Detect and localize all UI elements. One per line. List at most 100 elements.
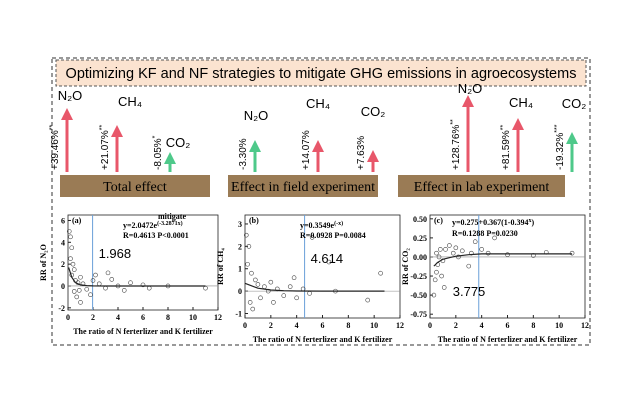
data-point xyxy=(307,291,312,296)
x-tick-label: 10 xyxy=(189,313,197,322)
data-point xyxy=(271,300,276,305)
data-point xyxy=(431,292,437,298)
gas-name: CH₄ xyxy=(509,95,533,110)
y-tick-label: 4 xyxy=(61,238,65,247)
data-point xyxy=(203,285,208,291)
effect-value: +128.76% xyxy=(451,125,462,170)
equation: y=0.275+0.367(1-0.394x) xyxy=(452,218,534,227)
gas-name: N₂O xyxy=(244,108,269,123)
x-tick-label: 2 xyxy=(454,321,458,330)
data-point xyxy=(90,278,96,283)
data-point xyxy=(450,250,456,256)
effect-value: -8.05% xyxy=(153,138,164,170)
x-axis-label: The ratio of N ferterlizer and K fertili… xyxy=(438,335,578,344)
effect-label: +128.76%** xyxy=(450,119,462,170)
data-point xyxy=(128,280,133,286)
equation-end: ) xyxy=(531,218,534,227)
x-tick-label: 10 xyxy=(555,321,563,330)
significance: ** xyxy=(49,125,56,131)
effect-label: +21.07%** xyxy=(99,125,111,170)
fit-curve xyxy=(244,282,385,292)
data-point xyxy=(447,243,452,248)
effect-value: +7.63% xyxy=(356,136,367,170)
effect-label: +14.07% xyxy=(301,130,312,170)
data-point xyxy=(466,263,472,269)
y-tick-label: -0.75 xyxy=(410,310,427,319)
x-tick-label: 10 xyxy=(370,321,378,330)
data-point xyxy=(439,273,444,279)
fit-stats: R=0.0928 P=0.0084 xyxy=(300,231,366,240)
x-tick-label: 0 xyxy=(243,321,247,330)
soil-band xyxy=(398,175,565,197)
data-point xyxy=(479,247,484,252)
data-point xyxy=(441,285,447,290)
annotation: mitigate xyxy=(158,212,186,221)
y-tick-label: 2 xyxy=(238,242,242,251)
effect-label: -3.30% xyxy=(238,138,249,170)
data-point xyxy=(469,250,474,256)
y-tick-label: 0 xyxy=(238,287,242,296)
panel-tag: (a) xyxy=(72,216,82,225)
y-axis-label: RR of N₂O xyxy=(39,244,48,281)
x-tick-label: 8 xyxy=(166,313,170,322)
data-point xyxy=(456,254,461,260)
panel-label: Total effect xyxy=(103,180,167,195)
effect-label: +7.63% xyxy=(356,136,367,170)
data-point xyxy=(436,254,442,260)
data-point xyxy=(443,247,448,252)
y-tick-label: 1 xyxy=(238,265,242,274)
significance: ** xyxy=(500,125,507,131)
y-tick-label: 3 xyxy=(238,220,242,229)
y-tick-label: -1 xyxy=(235,310,242,319)
data-point xyxy=(326,259,332,265)
data-point xyxy=(255,282,261,287)
data-point xyxy=(70,261,76,267)
data-point xyxy=(93,272,98,278)
x-tick-label: 2 xyxy=(91,313,95,322)
y-tick-label: 0.00 xyxy=(413,253,427,262)
x-tick-label: 12 xyxy=(214,313,222,322)
x-tick-label: 6 xyxy=(321,321,325,330)
y-tick-label: -0.50 xyxy=(410,291,427,300)
data-point xyxy=(262,284,267,289)
equation: y=2.0472e(-3.2871x) xyxy=(123,220,183,230)
outer-frame xyxy=(51,57,591,346)
threshold-label: 4.614 xyxy=(311,251,344,266)
effect-label: -8.05%* xyxy=(152,135,164,170)
x-tick-label: 6 xyxy=(506,321,510,330)
equation-main: y=0.3549e xyxy=(300,221,335,230)
x-tick-label: 8 xyxy=(531,321,535,330)
soil-band xyxy=(60,175,210,197)
title: Optimizing KF and NF strategies to mitig… xyxy=(66,66,577,82)
panel-tag: (c) xyxy=(434,216,443,225)
fit-curve xyxy=(433,253,573,267)
effect-value: -19.32% xyxy=(555,133,566,170)
effect-value: +21.07% xyxy=(100,130,111,170)
x-tick-label: 12 xyxy=(396,321,404,330)
x-tick-label: 6 xyxy=(141,313,145,322)
effect-label: +81.59%** xyxy=(500,125,512,170)
data-point xyxy=(253,277,258,283)
x-tick-label: 8 xyxy=(346,321,350,330)
equation-exponent: (-x) xyxy=(334,220,343,227)
data-point xyxy=(378,270,383,276)
data-point xyxy=(268,279,274,285)
equation-exponent: x xyxy=(528,218,531,224)
threshold-label: 1.968 xyxy=(99,246,132,261)
y-tick-label: 0.25 xyxy=(413,234,427,243)
gas-name: CH₄ xyxy=(118,94,142,109)
data-point xyxy=(96,281,102,287)
y-tick-label: 6 xyxy=(61,216,65,225)
equation-exponent: (-3.2871x) xyxy=(157,220,183,227)
significance: ** xyxy=(99,125,106,131)
data-point xyxy=(84,286,90,292)
data-point xyxy=(365,297,371,303)
y-axis-label: RR of CO₂ xyxy=(401,248,410,285)
data-point xyxy=(245,261,250,267)
gas-name: CH₄ xyxy=(306,96,330,111)
soil-band xyxy=(228,175,378,197)
gas-name: CO₂ xyxy=(562,96,587,111)
y-tick-label: -2 xyxy=(58,304,65,313)
effect-value: +14.07% xyxy=(301,130,312,170)
